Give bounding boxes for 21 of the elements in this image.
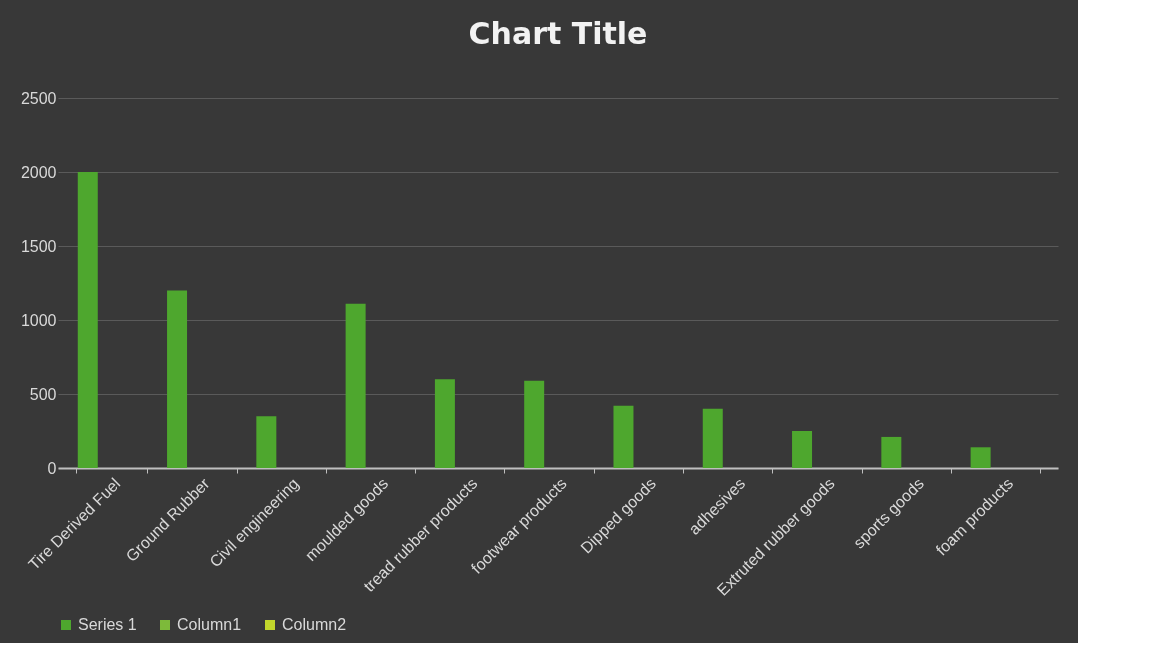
- bar: [256, 416, 277, 468]
- bar: [167, 290, 188, 468]
- bar: [970, 447, 991, 468]
- legend-label: Column2: [282, 616, 347, 633]
- chart-title: Chart Title: [468, 16, 648, 51]
- y-tick-label: 1500: [20, 237, 57, 255]
- bar: [77, 172, 98, 468]
- bar: [702, 408, 723, 468]
- bar: [434, 379, 455, 468]
- bar: [881, 436, 902, 468]
- y-tick-label: 1000: [20, 311, 57, 329]
- bar: [345, 303, 366, 468]
- bar: [613, 405, 634, 468]
- legend-label: Column1: [177, 616, 242, 633]
- y-tick-label: 2500: [20, 89, 57, 107]
- y-tick-label: 0: [47, 459, 57, 477]
- bar: [524, 380, 545, 468]
- bar: [792, 431, 813, 468]
- legend-label: Series 1: [78, 616, 137, 633]
- y-tick-label: 500: [29, 385, 57, 403]
- y-tick-label: 2000: [20, 163, 57, 181]
